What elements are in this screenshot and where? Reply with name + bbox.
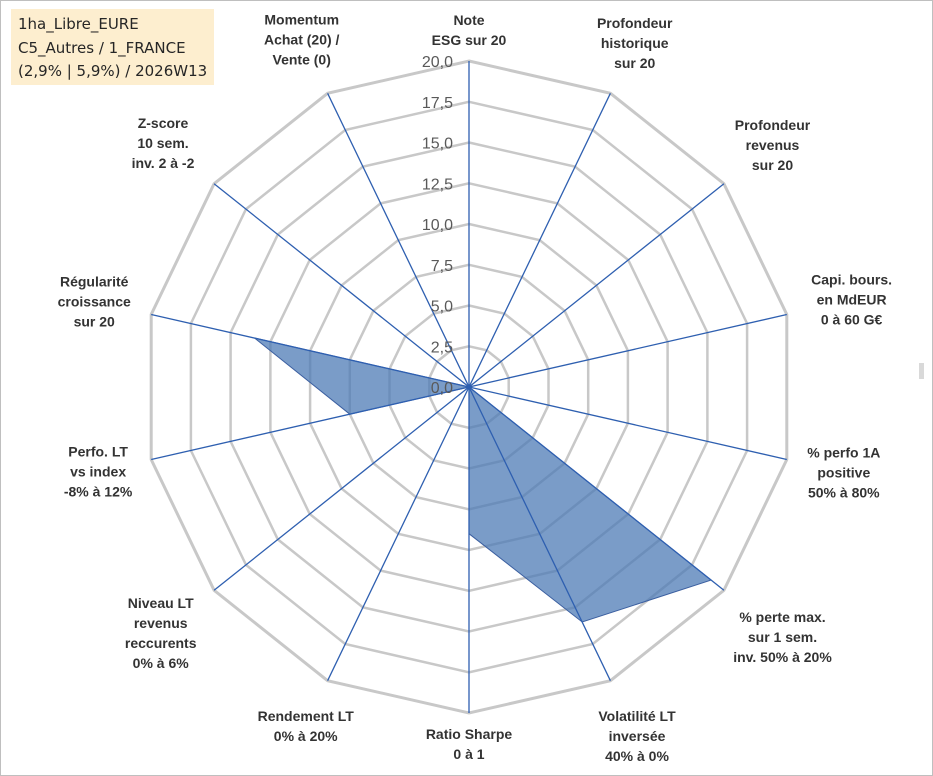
axis-label-2-line-1: revenus xyxy=(746,137,800,153)
axis-label-8-line-0: Rendement LT xyxy=(258,708,355,724)
axis-label-7-line-0: Ratio Sharpe xyxy=(426,726,513,742)
scrollbar-mark xyxy=(919,363,924,379)
axis-label-8-line-1: 0% à 20% xyxy=(274,728,338,744)
axis-label-7-line-1: 0 à 1 xyxy=(453,746,484,762)
axis-label-4-line-0: % perfo 1A xyxy=(807,445,880,461)
tick-label: 0,0 xyxy=(431,380,453,397)
axis-spoke-8 xyxy=(327,386,470,681)
axis-spoke-11 xyxy=(151,313,470,388)
axis-label-10-line-1: vs index xyxy=(70,464,126,480)
info-line-2: C5_Autres / 1_FRANCE xyxy=(18,38,186,57)
axis-label-11-line-0: Régularité xyxy=(60,274,129,290)
axis-label-6-line-1: inversée xyxy=(609,728,666,744)
axis-label-9-line-3: 0% à 6% xyxy=(133,655,190,671)
axis-label-layer: Note ESG sur 20 Profondeur historique sur 20… xyxy=(58,12,892,764)
axis-label-10-line-0: Perfo. LT xyxy=(68,444,128,460)
axis-label-9-line-1: revenus xyxy=(134,615,188,631)
axis-label-12-line-1: 10 sem. xyxy=(137,135,188,151)
axis-label-5-line-2: inv. 50% à 20% xyxy=(733,649,832,665)
info-line-1: 1ha_Libre_EURE xyxy=(18,15,139,33)
axis-label-13-line-0: Momentum xyxy=(264,12,339,28)
axis-label-1-line-2: sur 20 xyxy=(614,55,655,71)
tick-label: 12,5 xyxy=(422,176,453,193)
axis-label-13-line-2: Vente (0) xyxy=(273,52,331,68)
axis-spoke-5 xyxy=(468,386,725,591)
axis-label-3-line-2: 0 à 60 G€ xyxy=(821,312,883,328)
axis-label-1-line-0: Profondeur xyxy=(597,15,673,31)
axis-spoke-9 xyxy=(213,386,470,591)
axis-label-1-line-1: historique xyxy=(601,35,669,51)
axis-label-0-line-1: ESG sur 20 xyxy=(432,32,507,48)
tick-label: 20,0 xyxy=(422,54,453,71)
axis-label-9-line-0: Niveau LT xyxy=(128,595,194,611)
axis-label-5-line-1: sur 1 sem. xyxy=(748,629,817,645)
axis-label-11-line-2: sur 20 xyxy=(74,314,115,330)
axis-label-6-line-0: Volatilité LT xyxy=(598,708,676,724)
axis-label-5-line-0: % perte max. xyxy=(739,609,825,625)
tick-label: 15,0 xyxy=(422,136,453,153)
tick-label: 2,5 xyxy=(431,339,453,356)
tick-layer: 0,0 2,5 5,0 7,5 10,0 12,5 15,0 17,5 20,0 xyxy=(422,54,453,397)
axis-label-12-line-2: inv. 2 à -2 xyxy=(132,155,195,171)
tick-label: 17,5 xyxy=(422,95,453,112)
axis-label-2-line-0: Profondeur xyxy=(735,117,811,133)
axis-label-4-line-2: 50% à 80% xyxy=(808,485,880,501)
spoke-layer xyxy=(151,61,787,713)
axis-label-10-line-2: -8% à 12% xyxy=(64,484,133,500)
info-box: 1ha_Libre_EURE C5_Autres / 1_FRANCE (2,9… xyxy=(11,9,214,85)
axis-label-12-line-0: Z-score xyxy=(138,115,189,131)
axis-label-2-line-2: sur 20 xyxy=(752,157,793,173)
axis-label-0-line-0: Note xyxy=(453,12,484,28)
axis-spoke-1 xyxy=(468,93,611,388)
axis-spoke-10 xyxy=(151,386,470,461)
tick-label: 7,5 xyxy=(431,258,453,275)
axis-spoke-3 xyxy=(468,313,787,388)
axis-label-3-line-0: Capi. bours. xyxy=(811,272,892,288)
axis-label-13-line-1: Achat (20) / xyxy=(264,32,340,48)
tick-label: 5,0 xyxy=(431,299,453,316)
axis-spoke-12 xyxy=(213,183,470,388)
axis-label-3-line-1: en MdEUR xyxy=(817,292,887,308)
axis-label-9-line-2: reccurents xyxy=(125,635,197,651)
axis-spoke-4 xyxy=(468,386,787,461)
axis-spoke-13 xyxy=(327,93,470,388)
tick-label: 10,0 xyxy=(422,217,453,234)
info-line-3: (2,9% | 5,9%) / 2026W13 xyxy=(18,62,208,80)
axis-spoke-6 xyxy=(468,386,611,681)
axis-label-11-line-1: croissance xyxy=(58,294,131,310)
axis-spoke-2 xyxy=(468,183,725,388)
axis-label-6-line-2: 40% à 0% xyxy=(605,748,669,764)
axis-label-4-line-1: positive xyxy=(817,465,870,481)
